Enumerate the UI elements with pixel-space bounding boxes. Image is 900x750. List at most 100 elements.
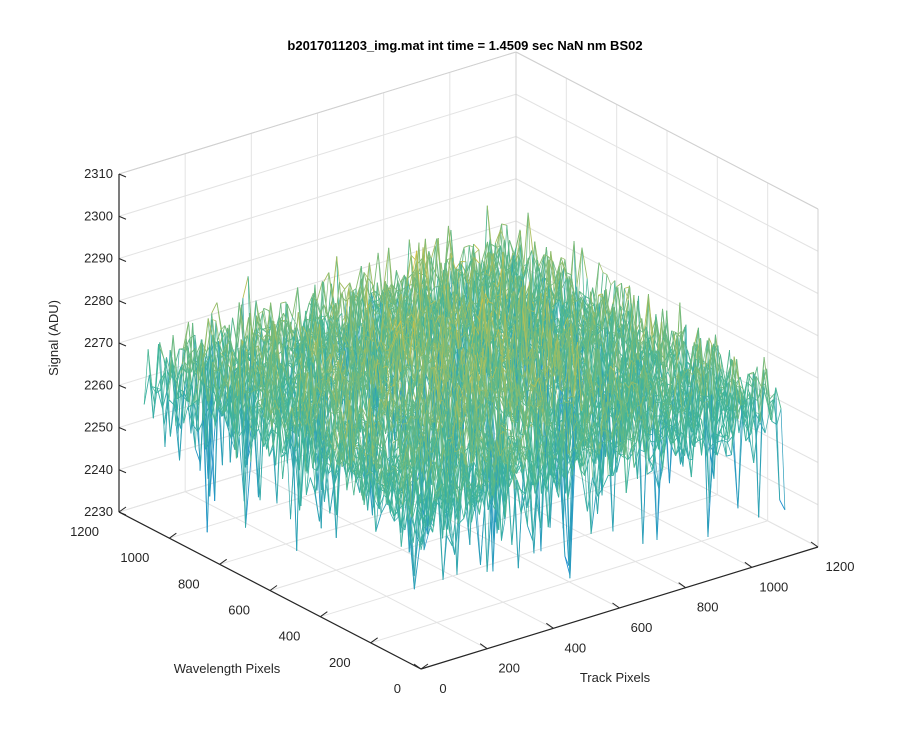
surface-strand	[242, 276, 249, 299]
grid-line	[515, 93, 819, 252]
surface-strand	[316, 281, 323, 301]
surface-strand	[168, 399, 175, 406]
surface-strand	[691, 344, 698, 387]
surface-strand	[650, 426, 657, 431]
surface-strand	[602, 475, 609, 488]
surface-strand	[355, 343, 362, 369]
surface-strand	[502, 367, 509, 378]
surface-strand	[671, 330, 678, 363]
surface-strand	[576, 247, 583, 287]
surface-strand	[719, 430, 726, 440]
surface-strand	[286, 303, 293, 318]
grid-line	[118, 136, 517, 259]
surface-strand	[446, 535, 453, 547]
surface-strand	[396, 495, 403, 506]
surface-strand	[458, 518, 465, 525]
surface-strand	[565, 272, 572, 276]
surface-strand	[520, 345, 527, 406]
surface-strand	[163, 357, 170, 377]
surface-strand	[759, 383, 766, 423]
surface-strand	[293, 359, 300, 476]
surface-strand	[496, 223, 503, 248]
surface-strand	[762, 383, 769, 406]
surface-strand	[519, 488, 526, 494]
surface-strand	[344, 282, 351, 290]
surface-strand	[400, 471, 407, 527]
surface-strand	[339, 282, 346, 290]
surface-strand	[355, 265, 362, 289]
surface-strand	[383, 247, 390, 290]
surface-strand	[585, 439, 592, 534]
surface-strand	[341, 461, 348, 468]
surface-strand	[616, 449, 623, 473]
surface-strand	[258, 408, 265, 418]
surface-strand	[384, 368, 391, 393]
surface-strand	[538, 254, 545, 267]
surface-strand	[695, 410, 702, 456]
surface-mesh	[143, 205, 786, 590]
surface-strand	[597, 272, 604, 334]
surface-strand	[143, 374, 150, 405]
surface-strand	[746, 381, 753, 388]
surface-strand	[516, 479, 523, 495]
surface-strand	[280, 301, 287, 304]
surface-strand	[187, 407, 194, 426]
box-edge	[118, 51, 517, 175]
surface-strand	[496, 254, 503, 272]
surface-strand	[659, 375, 666, 396]
surface-strand	[520, 400, 527, 407]
surface-strand	[595, 409, 602, 464]
surface-strand	[391, 283, 397, 291]
surface-strand	[590, 491, 597, 534]
surface-strand	[495, 229, 502, 244]
surface-strand	[678, 360, 685, 373]
surface-strand	[323, 272, 330, 283]
surface-strand	[323, 304, 330, 323]
surface-strand	[266, 340, 273, 347]
surface-strand	[521, 494, 528, 526]
surface-strand	[431, 238, 438, 258]
surface-strand	[335, 294, 342, 322]
surface-strand	[552, 398, 559, 435]
surface-strand	[375, 513, 382, 532]
surface-strand	[489, 498, 496, 510]
surface-strand	[724, 392, 731, 440]
surface-strand	[642, 294, 649, 341]
surface-strand	[189, 334, 196, 339]
surface-strand	[708, 442, 715, 479]
grid-line	[515, 178, 819, 337]
surface-strand	[292, 287, 299, 318]
surface-strand	[486, 376, 493, 399]
surface-strand	[481, 241, 488, 260]
surface-strand	[490, 444, 497, 466]
surface-strand	[293, 446, 301, 511]
surface-strand	[527, 525, 534, 541]
surface-strand	[368, 262, 376, 300]
surface-strand	[243, 399, 250, 440]
surface-strand	[564, 555, 571, 576]
surface-strand	[482, 453, 489, 462]
surface-strand	[619, 305, 626, 334]
surface-strand	[211, 302, 218, 314]
surface-strand	[623, 285, 630, 312]
surface-strand	[303, 354, 310, 370]
surface-strand	[266, 405, 273, 427]
surface-strand	[527, 212, 534, 255]
surface-strand	[646, 470, 653, 475]
surface-strand	[434, 285, 440, 288]
surface-strand	[483, 263, 490, 288]
surface-strand	[683, 372, 690, 379]
surface-strand	[653, 467, 660, 489]
surface-strand	[263, 307, 270, 312]
surface-strand	[618, 288, 625, 330]
surface-strand	[380, 503, 387, 515]
surface-strand	[410, 254, 417, 261]
surface-strand	[631, 420, 638, 479]
surface-strand	[560, 467, 567, 478]
surface-strand	[657, 351, 664, 369]
surface-strand	[463, 446, 470, 452]
surface-strand	[487, 253, 494, 323]
box-edge	[515, 51, 819, 210]
surface-strand	[666, 404, 673, 412]
